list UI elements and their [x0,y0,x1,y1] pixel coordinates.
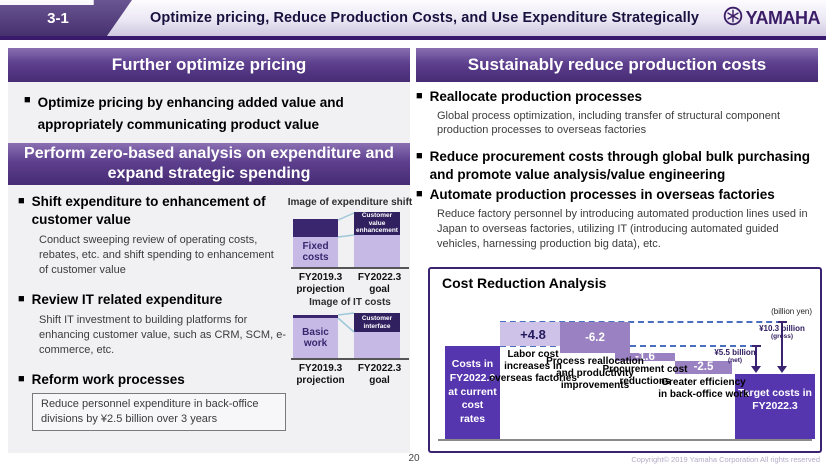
chart-title: Cost Reduction Analysis [442,275,607,291]
header-bar: 3-1 Optimize pricing, Reduce Production … [0,0,826,36]
header-divider [0,36,826,40]
dashed-line-gross-level [500,321,782,323]
x-label-fy2022: FY2022.3 goal [357,272,402,295]
waterfall-area: ¥10.3 billion (gross) ¥5.5 billion (net)… [430,269,820,451]
expenditure-panel: Shift expenditure to enhancement of cust… [8,185,412,453]
mini-chart-expenditure-shift: Image of expenditure shift Fixed costs C… [286,197,414,295]
waterfall-value: -1.6 [635,351,655,363]
waterfall-value: -6.2 [585,331,605,344]
page-number: 20 [408,453,420,464]
bullet-review-it-body: Shift IT investment to building platform… [39,314,286,356]
bar-segment-customer-interface: Customer interface [354,313,400,332]
pricing-panel: Optimize pricing by enhancing added valu… [8,82,410,143]
net-arrowhead-icon [751,366,761,373]
bar-segment-dark [293,219,338,237]
waterfall-bar-label: Labor cost increases in overseas factori… [489,349,577,385]
waterfall-bar: +4.8 [500,322,566,346]
annotation-net-value: ¥5.5 billion [714,348,756,357]
waterfall-bar: -6.2 [560,322,630,353]
waterfall-total-label: Costs in FY2022.3 at current cost rates [448,358,497,425]
annotation-gross-qualifier: (gross) [770,333,794,340]
slide-number-tab: 3-1 [0,0,132,36]
bullet-review-it: Review IT related expenditure [18,291,286,309]
bullet-shift-expenditure-body: Conduct sweeping review of operating cos… [39,234,274,276]
pricing-bullet: Optimize pricing by enhancing added valu… [8,82,410,135]
gross-reduction-arrow [781,322,783,366]
waterfall-bar: -1.6 [615,351,675,363]
bar-segment-dark-thin [293,315,338,318]
bullet-reallocate-body: Global process optimization, including t… [437,109,781,137]
gross-arrowhead-icon [777,366,787,373]
yamaha-logo: YAMAHA [723,6,821,31]
waterfall-value: +4.8 [520,326,546,342]
yamaha-tuning-fork-icon [723,6,743,31]
mini-chart-title: Image of IT costs [309,297,391,308]
x-axis-line [438,439,812,441]
waterfall-bar-label: Process reallocation and productivity im… [546,356,644,392]
net-arrow-tick [752,345,761,347]
bullet-reform-work: Reform work processes [18,371,286,389]
section-header-zero-based: Perform zero-based analysis on expenditu… [8,143,410,185]
mini-chart-plot: Basic work Customer interface [291,312,409,360]
waterfall-bar-label: Greater efficiency in back-office work [658,376,749,400]
section-header-reduce-costs: Sustainably reduce production costs [416,48,818,82]
waterfall-bar: Costs in FY2022.3 at current cost rates [445,346,500,439]
mini-chart-plot: Fixed costs Customer value enhancement [291,212,409,269]
copyright-text: Copyright© 2019 Yamaha Corporation All r… [631,455,820,464]
production-bullets: Reallocate production processes Global p… [416,88,820,262]
waterfall-total-label: Target costs in FY2022.3 [738,386,812,413]
connector-lines [337,212,355,238]
waterfall-bar: -2.5 [675,361,732,374]
bar-segment-basic-work: Basic work [293,318,338,358]
gross-arrow-tick [778,321,787,323]
x-label-fy2019: FY2019.3 projection [296,363,345,386]
bullet-reallocate: Reallocate production processes [416,88,820,106]
x-label-fy2019: FY2019.3 projection [296,272,345,295]
annotation-net-qualifier: (net) [727,357,743,364]
reform-note-box: Reduce personnel expenditure in back-off… [32,393,286,432]
net-reduction-arrow [755,346,757,366]
chart-unit-label: (billion yen) [771,307,812,316]
bullet-automate-body: Reduce factory personnel by introducing … [437,207,808,250]
bar-segment-light [354,235,400,267]
annotation-gross-value: ¥10.3 billion [759,324,805,333]
bar-segment-customer-value: Customer value enhancement [354,212,400,235]
bullet-automate: Automate production processes in oversea… [416,186,820,204]
waterfall-bar-label: Procurement cost reductions [602,364,688,388]
page-title: Optimize pricing, Reduce Production Cost… [150,10,700,26]
waterfall-value: -2.5 [693,361,714,374]
cost-reduction-analysis-box: Cost Reduction Analysis (billion yen) ¥1… [428,267,822,453]
yamaha-logo-text: YAMAHA [745,8,821,28]
annotation-net: ¥5.5 billion (net) [703,348,767,364]
annotation-gross: ¥10.3 billion (gross) [742,324,822,340]
waterfall-bar: Target costs in FY2022.3 [735,373,815,439]
mini-chart-it-costs: Image of IT costs Basic work Customer in… [286,297,414,386]
bullet-procurement: Reduce procurement costs through global … [416,148,820,183]
x-label-fy2022: FY2022.3 goal [357,363,402,386]
bar-segment-light [354,332,400,358]
connector-lines [337,312,355,333]
section-header-optimize-pricing: Further optimize pricing [8,48,410,82]
bullet-shift-expenditure: Shift expenditure to enhancement of cust… [18,193,286,228]
mini-chart-title: Image of expenditure shift [287,197,413,208]
bar-segment-fixed-costs: Fixed costs [293,237,338,267]
